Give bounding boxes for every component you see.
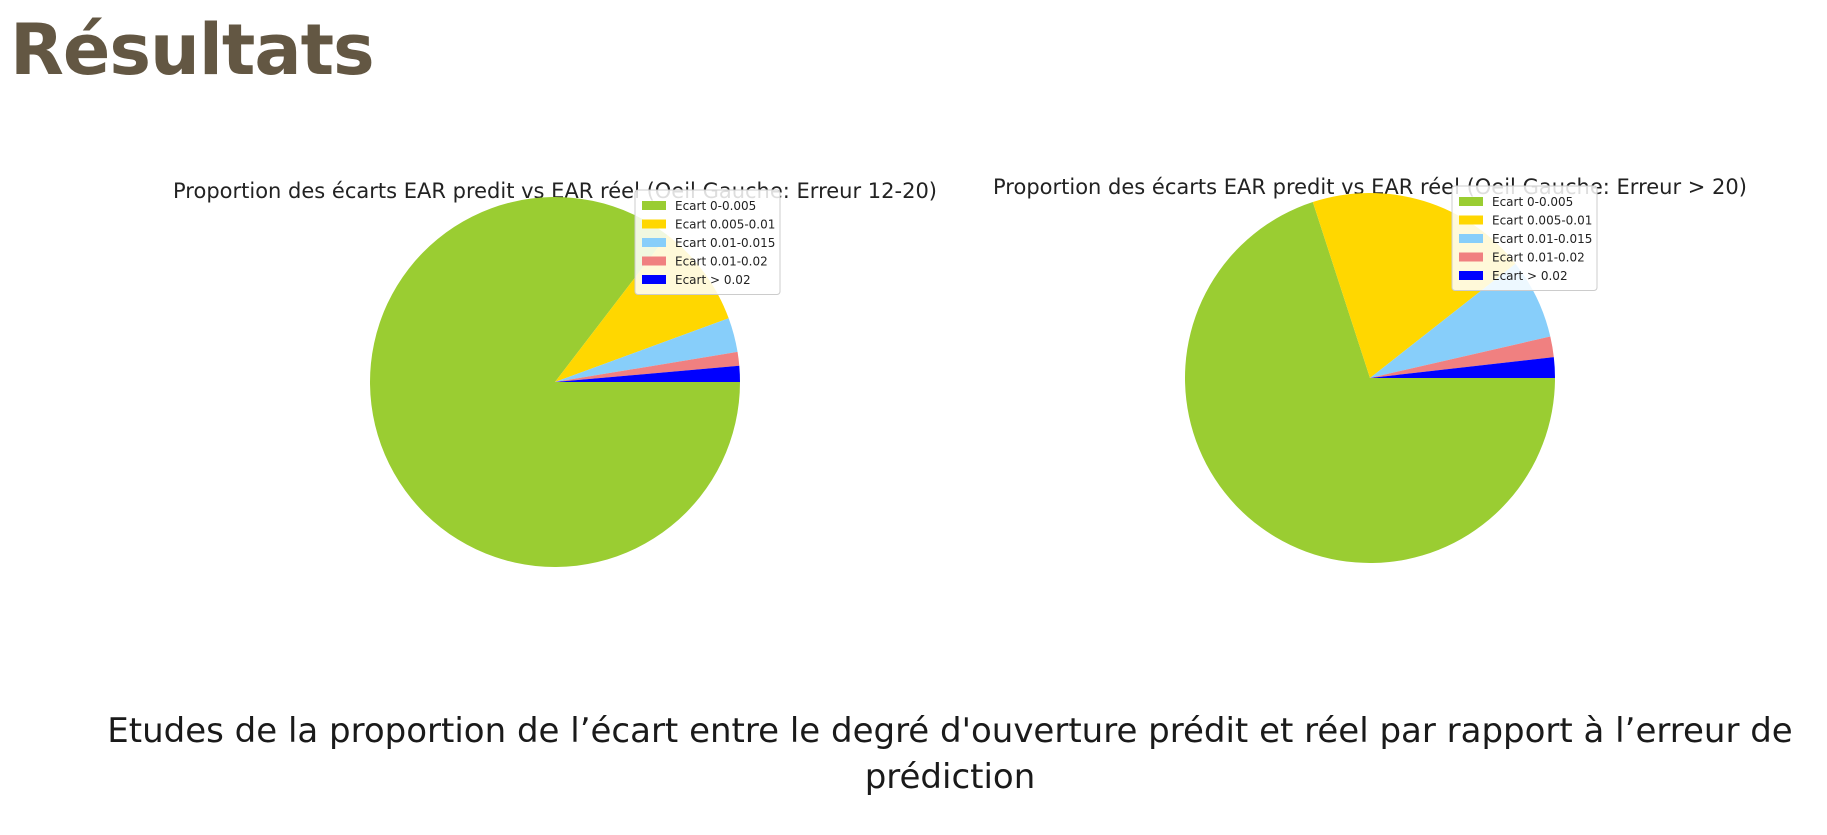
- legend-label-ecart-0-0-005: Ecart 0-0.005: [675, 199, 756, 213]
- legend-label-ecart-0-005-0-01: Ecart 0.005-0.01: [675, 218, 775, 232]
- legend-label-ecart-0-0-005: Ecart 0-0.005: [1492, 195, 1573, 209]
- legend-box: [634, 189, 781, 295]
- pie-slice-ecart-gt-0-02: [555, 365, 740, 382]
- pie-slice-ecart-0-01-0-02: [1370, 336, 1554, 378]
- pie-slice-ecart-0-01-0-015: [1370, 263, 1551, 378]
- legend-label-ecart-0-01-0-02: Ecart 0.01-0.02: [675, 255, 768, 269]
- pie-chart-left: Proportion des écarts EAR predit vs EAR …: [150, 178, 970, 648]
- legend-label-ecart-0-01-0-015: Ecart 0.01-0.015: [1492, 232, 1592, 246]
- legend-swatch-ecart-0-01-0-02: [1459, 252, 1483, 262]
- legend-swatch-ecart-0-01-0-015: [1459, 234, 1483, 243]
- pie-slice-ecart-gt-0-02: [1370, 357, 1555, 378]
- slide-title: Résultats: [10, 9, 375, 91]
- legend-box: [1451, 185, 1598, 291]
- legend-swatch-ecart-0-0-005: [642, 201, 666, 210]
- pie-slice-ecart-0-01-0-015: [555, 318, 738, 382]
- pie-chart-svg: Proportion des écarts EAR predit vs EAR …: [993, 175, 1747, 563]
- chart-legend: Ecart 0-0.005 Ecart 0.005-0.01 Ecart 0.01-…: [634, 189, 781, 295]
- legend-label-ecart-0-005-0-01: Ecart 0.005-0.01: [1492, 214, 1592, 228]
- legend-swatch-ecart-0-0-005: [1459, 197, 1483, 206]
- legend-swatch-ecart-0-005-0-01: [642, 219, 666, 229]
- pie-slice-ecart-0-0-005: [370, 196, 740, 567]
- legend-swatch-ecart-gt-0-02: [1459, 271, 1483, 280]
- legend-swatch-ecart-0-01-0-02: [642, 256, 666, 266]
- legend-label-ecart-gt-0-02: Ecart > 0.02: [675, 273, 751, 287]
- chart-legend: Ecart 0-0.005 Ecart 0.005-0.01 Ecart 0.01-…: [1451, 185, 1598, 291]
- pie-slice-ecart-0-0-005: [1185, 202, 1555, 563]
- legend-swatch-ecart-gt-0-02: [642, 275, 666, 284]
- figure-caption: Etudes de la proportion de l’écart entre…: [107, 711, 1793, 797]
- pie-slice-ecart-0-01-0-02: [555, 351, 740, 382]
- legend-swatch-ecart-0-005-0-01: [1459, 215, 1483, 225]
- pie-chart-right: Proportion des écarts EAR predit vs EAR …: [965, 174, 1785, 648]
- legend-swatch-ecart-0-01-0-015: [642, 238, 666, 247]
- pie-chart-svg: Proportion des écarts EAR predit vs EAR …: [173, 179, 937, 567]
- legend-label-ecart-0-01-0-02: Ecart 0.01-0.02: [1492, 251, 1585, 265]
- legend-label-ecart-gt-0-02: Ecart > 0.02: [1492, 269, 1568, 283]
- legend-label-ecart-0-01-0-015: Ecart 0.01-0.015: [675, 236, 775, 250]
